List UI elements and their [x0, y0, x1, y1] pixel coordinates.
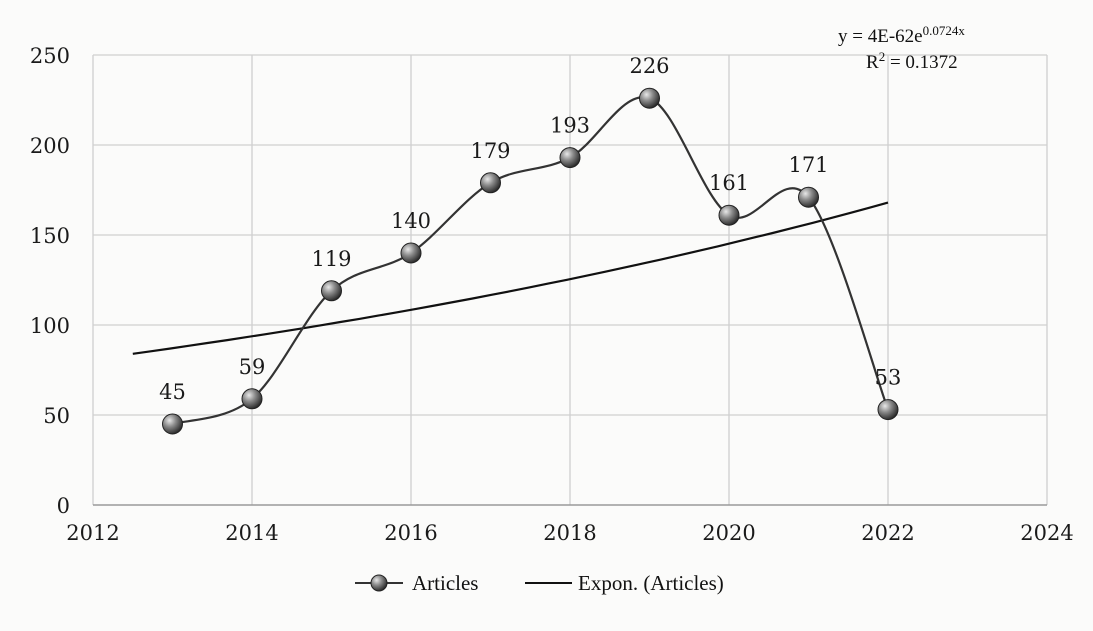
y-tick-label: 100 — [30, 314, 70, 338]
legend: Articles Expon. (Articles) — [355, 571, 724, 595]
data-point — [162, 413, 183, 435]
data-point — [241, 388, 263, 410]
data-labels: 45 59 119 140 179 193 226 161 171 53 — [159, 54, 901, 404]
data-point — [718, 204, 740, 226]
data-label: 59 — [239, 355, 266, 379]
articles-line — [172, 96, 890, 426]
data-point — [877, 399, 899, 421]
data-label: 119 — [311, 247, 351, 271]
data-point — [321, 280, 342, 302]
data-label: 226 — [629, 54, 669, 78]
equation-text: y = 4E-62e0.0724x — [838, 23, 965, 48]
data-label: 179 — [470, 139, 510, 163]
x-tick-label: 2016 — [384, 521, 437, 545]
trendline — [132, 201, 889, 355]
legend-articles-label: Articles — [412, 571, 478, 595]
x-tick-label: 2024 — [1020, 521, 1073, 545]
y-tick-label: 50 — [43, 404, 70, 428]
tick-labels: 0 50 100 150 200 250 2012 2014 2016 2018 2020 2022 2… — [30, 44, 1074, 545]
y-tick-label: 150 — [30, 224, 70, 248]
x-tick-label: 2018 — [543, 521, 596, 545]
data-point — [639, 87, 660, 109]
grid — [92, 54, 1048, 505]
data-label: 193 — [550, 114, 590, 138]
x-tick-label: 2014 — [225, 521, 278, 545]
data-point — [798, 186, 819, 208]
data-point — [400, 242, 422, 264]
trendline-path — [132, 201, 889, 355]
data-label: 171 — [788, 153, 828, 177]
y-tick-label: 200 — [30, 134, 70, 158]
legend-trend-label: Expon. (Articles) — [578, 571, 724, 595]
r2-text: R2 = 0.1372 — [866, 49, 958, 74]
y-tick-label: 250 — [30, 44, 70, 68]
articles-series — [162, 87, 899, 435]
x-tick-label: 2012 — [66, 521, 119, 545]
data-point — [559, 147, 581, 169]
data-point — [480, 172, 501, 194]
x-tick-label: 2022 — [861, 521, 914, 545]
data-label: 161 — [709, 171, 749, 195]
x-tick-label: 2020 — [702, 521, 755, 545]
data-label: 45 — [159, 380, 186, 404]
y-tick-label: 0 — [57, 494, 70, 518]
data-label: 140 — [391, 209, 431, 233]
data-label: 53 — [875, 366, 902, 390]
legend-articles-marker — [370, 574, 388, 592]
